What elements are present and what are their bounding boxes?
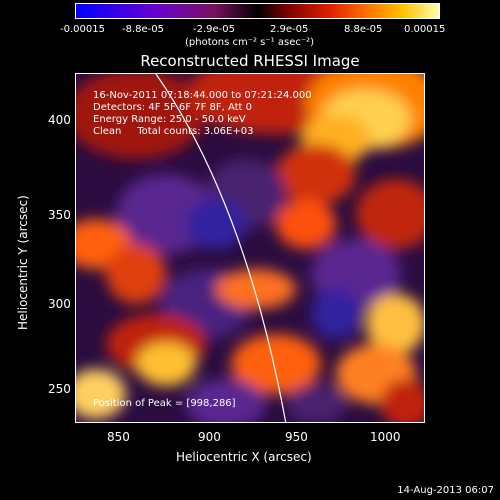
limb-curve [155, 74, 287, 422]
peak-position: Position of Peak = [998,286] [93, 398, 236, 409]
colorbar-tick: 2.9e-05 [270, 24, 309, 35]
y-tick: 350 [48, 208, 71, 222]
x-tick: 850 [107, 430, 130, 444]
footer-date: 14-Aug-2013 06:07 [397, 485, 494, 496]
detectors-info: Detectors: 4F 5F 6F 7F 8F, Att 0 [93, 102, 253, 113]
colorbar-tick: 8.8e-05 [344, 24, 383, 35]
colorbar-tick: 0.00015 [404, 24, 446, 35]
colorbar-tick: -8.8e-05 [122, 24, 164, 35]
energy-range: Energy Range: 25.0 - 50.0 keV [93, 114, 246, 125]
x-tick: 1000 [370, 430, 401, 444]
y-tick: 400 [48, 113, 71, 127]
rhessi-image: 16-Nov-2011 07:18:44.000 to 07:21:24.000… [75, 73, 425, 423]
colorbar-tick: -2.9e-05 [193, 24, 235, 35]
colorbar [75, 3, 440, 19]
y-tick: 250 [48, 382, 71, 396]
image-title: Reconstructed RHESSI Image [140, 52, 360, 70]
x-tick: 900 [198, 430, 221, 444]
colorbar-tick: -0.00015 [60, 24, 105, 35]
x-axis-label: Heliocentric X (arcsec) [176, 450, 312, 464]
colorbar-unit: (photons cm⁻² s⁻¹ asec⁻²) [185, 37, 315, 48]
y-axis-label: Heliocentric Y (arcsec) [16, 195, 30, 330]
time-range: 16-Nov-2011 07:18:44.000 to 07:21:24.000 [93, 90, 312, 101]
clean-counts: Clean Total counts: 3.06E+03 [93, 126, 254, 137]
y-tick: 300 [48, 297, 71, 311]
image-map [76, 74, 424, 422]
x-tick: 950 [285, 430, 308, 444]
